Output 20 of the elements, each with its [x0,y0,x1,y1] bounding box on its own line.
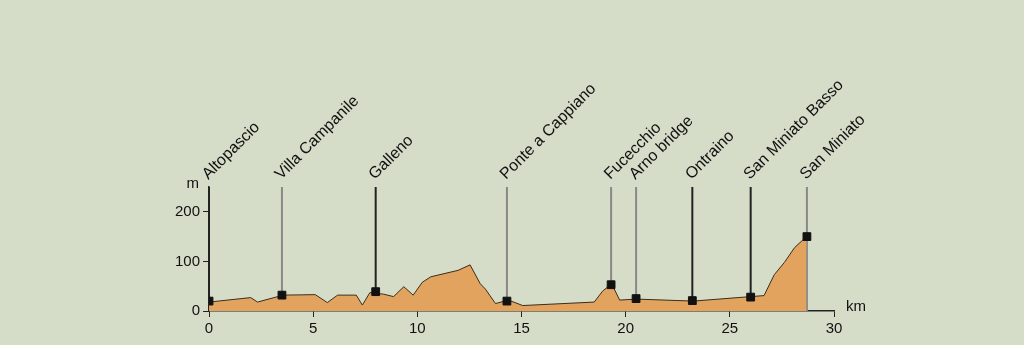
point [371,287,381,297]
x-tick-label: 0 [204,319,214,337]
x-axis-title: km [846,297,866,315]
y-axis-title: m [186,173,200,191]
x-tick-label: 30 [825,319,843,337]
y-tick-label: 200 [175,201,201,219]
x-tick-label: 15 [513,319,530,337]
y-tick-label: 0 [191,301,201,319]
x-tick-label: 20 [617,319,635,337]
point [502,296,512,306]
x-tick-label: 25 [721,319,739,337]
point [606,280,616,290]
point [631,294,641,303]
x-tick-label: 10 [409,319,426,337]
point [277,290,287,300]
point [802,232,812,241]
point [687,296,697,305]
point [746,292,756,302]
y-tick-label: 100 [175,251,201,269]
x-tick-label: 5 [309,319,318,337]
